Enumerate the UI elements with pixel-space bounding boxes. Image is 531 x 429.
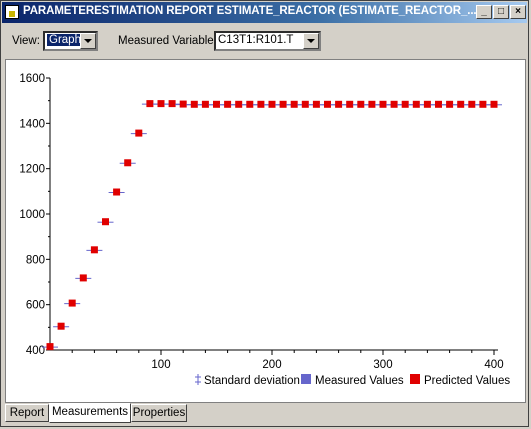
predicted-value-point	[435, 100, 442, 108]
predicted-value-point	[301, 100, 309, 108]
x-tick-label: 200	[262, 359, 281, 371]
maximize-button[interactable]: □	[493, 5, 509, 19]
y-tick-label: 1200	[19, 164, 45, 176]
predicted-value-point	[190, 100, 198, 108]
y-tick-label: 600	[26, 300, 45, 312]
predicted-value-point	[113, 188, 121, 196]
y-tick-label: 1600	[19, 73, 45, 85]
predicted-value-point	[335, 100, 343, 108]
tab-report[interactable]: Report	[5, 404, 49, 422]
minimize-button[interactable]: _	[476, 5, 492, 19]
predicted-value-point	[324, 100, 331, 108]
predicted-value-point	[90, 246, 98, 254]
predicted-value-point	[468, 100, 476, 108]
predicted-value-point	[457, 100, 465, 108]
predicted-value-point	[312, 100, 320, 108]
predicted-values-swatch	[410, 374, 420, 384]
y-tick-label: 800	[26, 254, 45, 266]
legend-measured-values-label: Measured Values	[315, 375, 404, 387]
plot-panel: 400 600 800 1000 1200 1400 1600 100 200 300 400 St…	[5, 59, 526, 403]
predicted-value-point	[379, 100, 387, 108]
measured-variable-value: C13T1:R101.T	[218, 34, 294, 46]
predicted-value-point	[79, 274, 87, 282]
predicted-value-point	[446, 100, 454, 108]
predicted-value-point	[201, 100, 209, 108]
y-tick-label: 1400	[19, 118, 45, 130]
measured-variable-label: Measured Variable:	[118, 35, 217, 47]
predicted-value-point	[346, 100, 354, 108]
predicted-value-point	[279, 100, 287, 108]
predicted-value-point	[102, 218, 109, 226]
measured-variable-select[interactable]: C13T1:R101.T	[214, 31, 321, 51]
predicted-value-point	[401, 100, 409, 108]
close-button[interactable]: ×	[510, 5, 526, 19]
title-bar[interactable]: PARAMETERESTIMATION REPORT ESTIMATE_REAC…	[2, 2, 527, 23]
chevron-down-icon[interactable]	[303, 33, 319, 49]
x-tick-label: 100	[151, 359, 170, 371]
predicted-value-point	[412, 100, 420, 108]
tab-measurements[interactable]: Measurements	[49, 403, 131, 423]
predicted-value-point	[423, 100, 431, 108]
x-tick-label: 400	[484, 359, 503, 371]
app-icon[interactable]	[5, 5, 19, 19]
predicted-value-point	[124, 159, 132, 167]
tab-properties[interactable]: Properties	[131, 404, 187, 422]
predicted-value-point	[135, 129, 143, 137]
predicted-value-point	[168, 100, 176, 108]
view-select[interactable]: Graph	[43, 31, 98, 51]
predicted-value-point	[268, 100, 276, 108]
legend-std-deviation-label: Standard deviation	[204, 375, 300, 387]
chevron-down-icon[interactable]	[80, 33, 96, 49]
predicted-value-point	[390, 100, 398, 108]
predicted-value-point	[179, 100, 187, 108]
x-tick-label: 300	[373, 359, 392, 371]
predicted-value-point	[368, 100, 376, 108]
y-tick-label: 400	[26, 345, 45, 357]
predicted-value-point	[46, 343, 54, 351]
legend-predicted-values-label: Predicted Values	[424, 375, 510, 387]
measured-values-swatch	[301, 374, 311, 384]
view-label: View:	[12, 35, 40, 47]
y-tick-label: 1000	[19, 209, 45, 221]
predicted-value-point	[57, 322, 65, 330]
chart: 400 600 800 1000 1200 1400 1600 100 200 300 400 St…	[19, 73, 510, 387]
predicted-value-point	[357, 100, 365, 108]
window-title: PARAMETERESTIMATION REPORT ESTIMATE_REAC…	[23, 5, 477, 17]
predicted-value-point	[479, 100, 487, 108]
predicted-value-point	[235, 100, 243, 108]
predicted-value-point	[490, 100, 498, 108]
predicted-value-point	[290, 100, 298, 108]
predicted-value-point	[257, 100, 265, 108]
predicted-value-point	[246, 100, 254, 108]
predicted-value-point	[68, 299, 76, 307]
view-select-value: Graph	[47, 34, 83, 46]
predicted-value-point	[157, 100, 165, 108]
predicted-value-point	[146, 100, 154, 108]
predicted-value-point	[213, 100, 220, 108]
predicted-value-point	[224, 100, 232, 108]
